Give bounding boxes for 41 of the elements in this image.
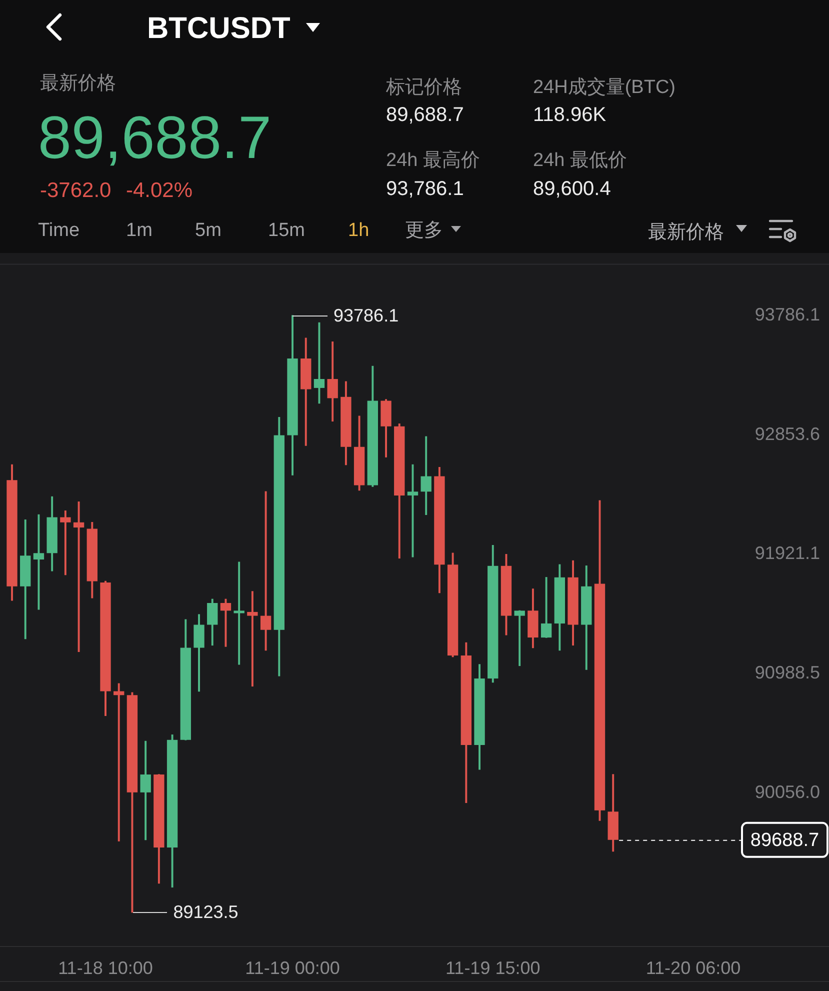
annotation: 93786.1: [334, 305, 399, 326]
x-tick-label: 11-19 00:00: [245, 958, 340, 978]
text: 1h: [348, 220, 370, 240]
text: 118.96K: [533, 104, 606, 126]
y-tick-label: 92853.6: [754, 424, 820, 444]
y-tick-label: 90988.5: [754, 662, 820, 683]
candlestick: [114, 683, 124, 842]
candlestick: [247, 591, 258, 687]
text: 89,688.7: [38, 104, 272, 171]
y-tick-label: 90056.0: [754, 782, 820, 802]
text: 89,688.7: [386, 104, 464, 126]
annotation: 89123.5: [173, 902, 238, 922]
text: -3762.0: [40, 178, 112, 202]
text: 最新价格: [40, 72, 116, 94]
y-tick-label: 91921.1: [754, 543, 820, 564]
text: 1m: [126, 220, 152, 240]
text: BTCUSDT: [147, 12, 290, 45]
text: -4.02%: [126, 178, 193, 202]
text: 5m: [195, 220, 222, 240]
text: 标记价格: [386, 76, 462, 98]
text: 24h 最高价: [386, 150, 480, 170]
x-tick-label: 11-19 15:00: [446, 958, 540, 978]
text: 最新价格: [648, 222, 724, 242]
candlestick: [260, 491, 272, 651]
text: Time: [38, 220, 80, 240]
y-tick-label: 93786.1: [754, 304, 820, 324]
candlestick: [234, 562, 244, 665]
candlestick: [60, 510, 71, 576]
text: 89,600.4: [533, 178, 611, 200]
text: 24h 最低价: [533, 150, 627, 170]
candlestick: [73, 502, 84, 652]
x-tick-label: 11-20 06:00: [646, 958, 741, 978]
text: 15m: [268, 220, 305, 240]
text: 93,786.1: [386, 178, 464, 200]
candlestick: [33, 514, 44, 610]
candlestick: [514, 610, 525, 666]
candlestick: [314, 322, 325, 404]
x-tick-label: 11-18 10:00: [58, 958, 153, 978]
ref-line-label: 89688.7: [750, 830, 820, 852]
text: 24H成交量(BTC): [533, 76, 676, 98]
text: 更多: [405, 220, 443, 240]
